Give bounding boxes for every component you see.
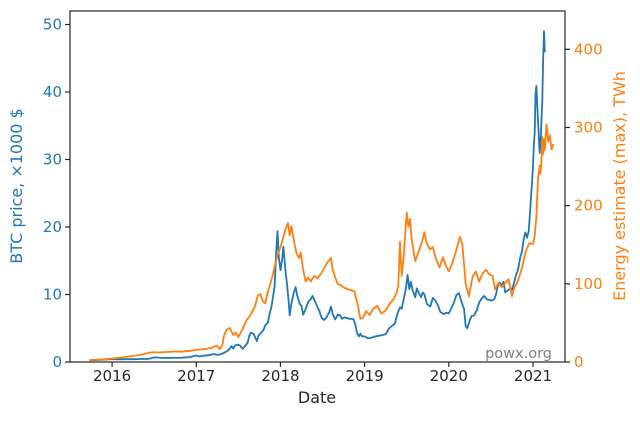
y-left-tick-label: 40 <box>43 83 62 101</box>
x-tick-label: 2016 <box>93 367 131 385</box>
y-right-axis-label: Energy estimate (max), TWh <box>610 71 629 301</box>
x-tick-label: 2017 <box>177 367 215 385</box>
x-axis-label: Date <box>298 388 336 407</box>
y-right-tick-label: 200 <box>574 197 603 215</box>
y-right-tick-label: 300 <box>574 118 603 136</box>
data-series-lines <box>89 30 555 362</box>
y-right-tick-label: 400 <box>574 40 603 58</box>
y-left-tick-label: 10 <box>43 286 62 304</box>
x-tick-label: 2021 <box>514 367 552 385</box>
plot-area <box>70 11 565 362</box>
plot-frame <box>69 10 566 363</box>
x-tick-label: 2018 <box>261 367 299 385</box>
y-left-tick-label: 50 <box>43 16 62 34</box>
watermark-text: powx.org <box>485 346 552 362</box>
series-line-btc-price <box>89 30 546 362</box>
y-left-tick-label: 0 <box>52 353 62 371</box>
y-left-tick-label: 20 <box>43 218 62 236</box>
y-left-tick-label: 30 <box>43 151 62 169</box>
y-right-tick-label: 0 <box>574 353 584 371</box>
y-left-axis-label: BTC price, ×1000 $ <box>7 108 26 263</box>
axis-tick-labels: 2016 2017 2018 2019 2020 2021 0 10 20 30 40 50 0 100 2… <box>43 16 603 386</box>
y-right-tick-label: 100 <box>574 275 603 293</box>
series-line-energy-estimate-max- <box>89 123 555 361</box>
x-tick-label: 2019 <box>346 367 384 385</box>
x-tick-label: 2020 <box>430 367 468 385</box>
axis-tick-marks <box>65 23 570 367</box>
